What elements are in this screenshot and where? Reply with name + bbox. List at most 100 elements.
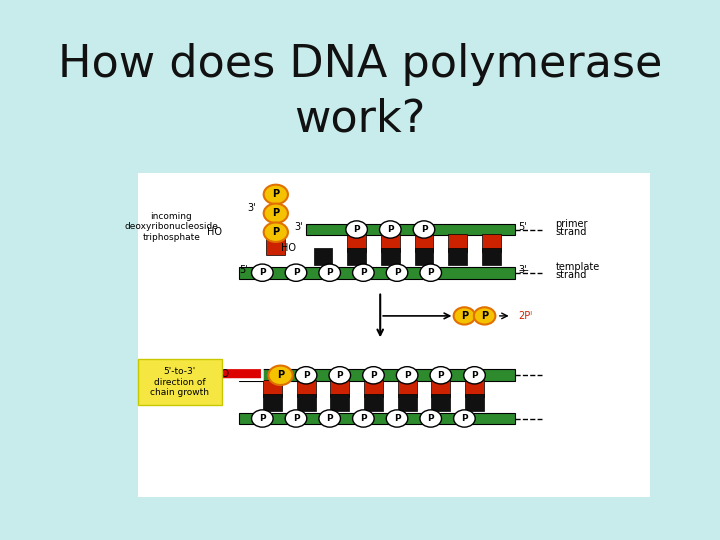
Circle shape	[329, 367, 351, 384]
Circle shape	[251, 264, 273, 281]
FancyBboxPatch shape	[263, 394, 282, 411]
FancyBboxPatch shape	[239, 267, 515, 279]
FancyBboxPatch shape	[397, 394, 417, 411]
Text: P: P	[303, 371, 310, 380]
FancyBboxPatch shape	[263, 380, 282, 397]
Text: template: template	[555, 262, 600, 272]
FancyBboxPatch shape	[330, 394, 349, 411]
Text: P: P	[272, 208, 279, 218]
Text: P: P	[394, 268, 400, 277]
FancyBboxPatch shape	[347, 234, 366, 252]
Circle shape	[295, 367, 317, 384]
Text: HO: HO	[214, 369, 229, 379]
Circle shape	[454, 307, 475, 325]
Text: P: P	[354, 225, 360, 234]
Text: P: P	[428, 268, 434, 277]
Text: P: P	[428, 414, 434, 423]
Text: How does DNA polymerase: How does DNA polymerase	[58, 43, 662, 86]
Text: P: P	[326, 414, 333, 423]
Circle shape	[285, 264, 307, 281]
Text: P: P	[272, 227, 279, 237]
Circle shape	[264, 222, 288, 242]
Text: strand: strand	[555, 227, 587, 237]
Text: P: P	[461, 414, 468, 423]
FancyBboxPatch shape	[313, 248, 333, 265]
Text: P: P	[293, 268, 300, 277]
Text: 3': 3'	[247, 203, 256, 213]
Text: P: P	[471, 371, 478, 380]
Text: P: P	[326, 268, 333, 277]
Text: P: P	[259, 268, 266, 277]
Circle shape	[251, 410, 273, 427]
Circle shape	[386, 410, 408, 427]
Text: strand: strand	[555, 271, 587, 280]
FancyBboxPatch shape	[330, 380, 349, 397]
FancyBboxPatch shape	[431, 380, 450, 397]
Circle shape	[285, 410, 307, 427]
Text: P: P	[272, 190, 279, 199]
FancyBboxPatch shape	[465, 394, 484, 411]
Circle shape	[430, 367, 451, 384]
Circle shape	[397, 367, 418, 384]
Circle shape	[363, 367, 384, 384]
Text: —: —	[518, 265, 528, 275]
Circle shape	[319, 264, 341, 281]
FancyBboxPatch shape	[138, 359, 222, 405]
FancyBboxPatch shape	[364, 394, 383, 411]
FancyBboxPatch shape	[449, 248, 467, 265]
Text: P: P	[293, 414, 300, 423]
Circle shape	[420, 410, 441, 427]
Text: 5': 5'	[239, 265, 248, 275]
FancyBboxPatch shape	[381, 234, 400, 252]
Circle shape	[353, 264, 374, 281]
Circle shape	[420, 264, 441, 281]
Text: 3': 3'	[518, 265, 527, 275]
Text: P: P	[360, 268, 366, 277]
Circle shape	[454, 410, 475, 427]
Text: HO: HO	[207, 227, 222, 237]
Circle shape	[346, 221, 367, 238]
FancyBboxPatch shape	[138, 173, 649, 497]
Text: P: P	[360, 414, 366, 423]
Text: P: P	[420, 225, 427, 234]
FancyBboxPatch shape	[431, 394, 450, 411]
Text: P: P	[438, 371, 444, 380]
FancyBboxPatch shape	[297, 380, 315, 397]
Circle shape	[379, 221, 401, 238]
Text: 3': 3'	[294, 222, 302, 232]
FancyBboxPatch shape	[482, 248, 501, 265]
Text: P: P	[404, 371, 410, 380]
Circle shape	[474, 307, 495, 325]
FancyBboxPatch shape	[449, 234, 467, 252]
FancyBboxPatch shape	[239, 413, 515, 424]
Text: P: P	[277, 370, 284, 380]
FancyBboxPatch shape	[297, 394, 315, 411]
Circle shape	[353, 410, 374, 427]
Text: work?: work?	[294, 97, 426, 140]
Circle shape	[464, 367, 485, 384]
FancyBboxPatch shape	[266, 238, 285, 255]
Circle shape	[413, 221, 435, 238]
FancyBboxPatch shape	[397, 380, 417, 397]
Circle shape	[264, 204, 288, 223]
Text: P: P	[370, 371, 377, 380]
Text: P: P	[461, 311, 468, 321]
Circle shape	[264, 185, 288, 204]
FancyBboxPatch shape	[239, 369, 515, 381]
Text: 5'-to-3'
direction of
chain growth: 5'-to-3' direction of chain growth	[150, 367, 209, 397]
FancyBboxPatch shape	[347, 248, 366, 265]
FancyBboxPatch shape	[306, 224, 515, 235]
FancyBboxPatch shape	[364, 380, 383, 397]
FancyBboxPatch shape	[381, 248, 400, 265]
Text: 5': 5'	[518, 222, 527, 232]
Text: 2Pᴵ: 2Pᴵ	[518, 311, 532, 321]
FancyArrow shape	[205, 366, 262, 382]
FancyBboxPatch shape	[415, 248, 433, 265]
Text: primer: primer	[555, 219, 588, 229]
Text: HO: HO	[281, 244, 296, 253]
Circle shape	[319, 410, 341, 427]
FancyBboxPatch shape	[482, 234, 501, 252]
Circle shape	[386, 264, 408, 281]
FancyBboxPatch shape	[465, 380, 484, 397]
FancyBboxPatch shape	[415, 234, 433, 252]
